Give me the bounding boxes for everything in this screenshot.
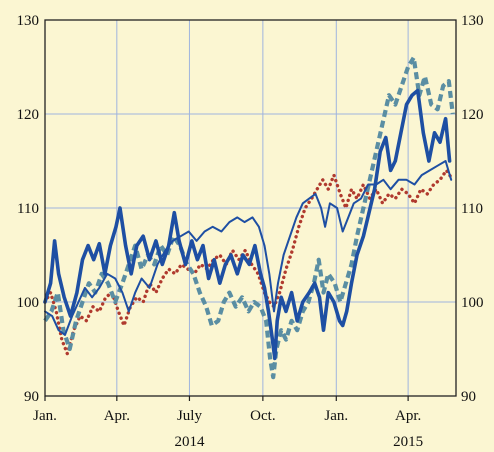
x-tick-label: July xyxy=(177,408,203,424)
plot-frame xyxy=(44,19,457,397)
x-tick-label: Apr. xyxy=(395,408,421,424)
x-tick-label: Oct. xyxy=(250,408,275,424)
series-line-dashed xyxy=(43,55,455,380)
y-tick-label-left: 120 xyxy=(17,107,40,123)
y-tick-label-left: 130 xyxy=(17,13,40,29)
series-line-thin-solid xyxy=(44,160,453,336)
y-tick-label-left: 100 xyxy=(17,295,40,311)
y-tick-label-right: 110 xyxy=(461,201,483,217)
x-tick-label: Apr. xyxy=(104,408,130,424)
y-tick-label-right: 130 xyxy=(461,13,484,29)
year-label: 2015 xyxy=(393,434,423,450)
chart-series xyxy=(43,55,455,380)
chart-grid xyxy=(45,19,456,397)
chart-axes: 90 90 100 100 110 110 120 120 130 130 Jan. Apr. July… xyxy=(17,13,484,450)
series-line-thick-solid xyxy=(43,88,452,361)
x-tick-label: Jan. xyxy=(324,408,348,424)
year-label: 2014 xyxy=(174,434,205,450)
x-tick-label: Jan. xyxy=(33,408,57,424)
y-tick-label-right: 90 xyxy=(461,389,476,405)
y-tick-label-right: 100 xyxy=(461,295,484,311)
y-tick-label-left: 110 xyxy=(17,201,39,217)
y-tick-label-left: 90 xyxy=(24,389,39,405)
y-tick-label-right: 120 xyxy=(461,107,484,123)
